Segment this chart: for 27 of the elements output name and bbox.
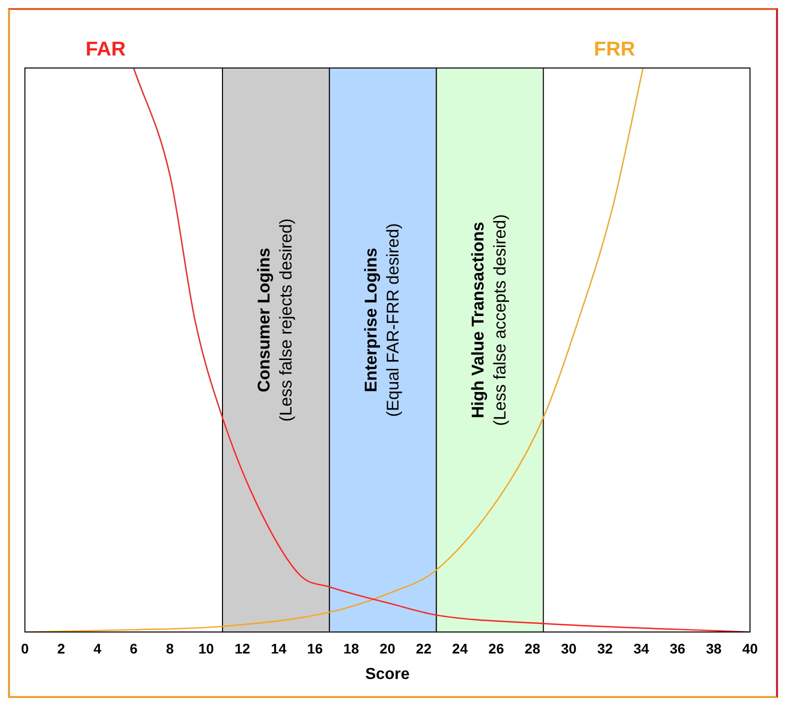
x-tick-label: 12	[234, 640, 250, 656]
x-tick-label: 16	[307, 640, 323, 656]
x-tick-label: 4	[94, 640, 102, 656]
x-tick-label: 14	[270, 640, 287, 656]
band-label: Enterprise Logins (Equal FAR-FRR desired)	[362, 223, 403, 417]
x-tick-label: 32	[597, 640, 613, 656]
x-tick-label: 0	[20, 640, 29, 656]
x-tick-label: 36	[670, 640, 686, 656]
x-tick-label: 26	[488, 640, 504, 656]
x-tick-label: 28	[524, 640, 540, 656]
x-tick-label: 6	[130, 640, 138, 656]
x-tick-label: 24	[452, 640, 468, 656]
band-label: High Value Transactions (Less false accepts desired)	[468, 214, 510, 426]
x-axis-title: Score	[365, 666, 410, 683]
x-tick-label: 2	[57, 640, 66, 656]
x-tick-label: 30	[560, 640, 577, 656]
x-tick-label: 40	[742, 640, 758, 656]
series-label: FRR	[594, 38, 636, 61]
x-tick-label: 10	[198, 640, 214, 656]
band-label: Consumer Logins (Less false rejects desired)	[254, 218, 296, 422]
x-tick-label: 8	[166, 640, 174, 656]
x-tick-label: 22	[416, 640, 432, 656]
x-tick-label: 18	[343, 640, 360, 656]
x-tick-label: 38	[706, 640, 722, 656]
series-label: FAR	[86, 38, 126, 61]
x-tick-label: 20	[380, 640, 396, 656]
x-tick-label: 34	[633, 640, 650, 656]
